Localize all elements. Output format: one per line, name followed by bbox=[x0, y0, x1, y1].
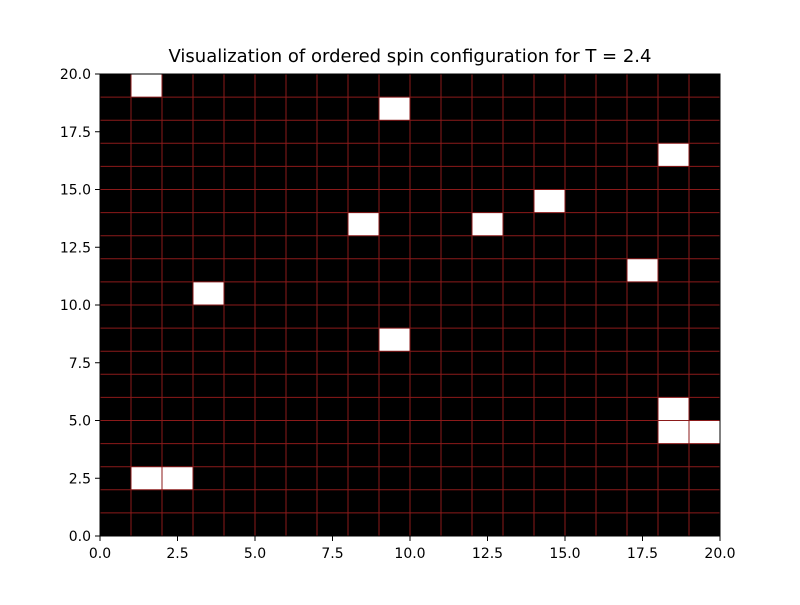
y-axis: 0.0 2.5 5.0 7.5 10.0 12.5 15.0 17.5 20.0 bbox=[60, 67, 100, 545]
y-tick-label: 17.5 bbox=[60, 125, 91, 141]
spin-up-cell bbox=[348, 212, 379, 236]
spin-up-cell bbox=[379, 97, 410, 121]
x-tick-label: 0.0 bbox=[89, 546, 111, 562]
y-tick-label: 2.5 bbox=[69, 471, 91, 487]
spin-up-cell bbox=[658, 143, 689, 167]
x-tick-label: 2.5 bbox=[166, 546, 188, 562]
spin-up-cell bbox=[162, 466, 193, 490]
spin-up-cell bbox=[658, 420, 689, 444]
x-tick-label: 15.0 bbox=[549, 546, 580, 562]
spin-up-cell bbox=[689, 420, 720, 444]
y-tick-label: 20.0 bbox=[60, 67, 91, 83]
y-tick-label: 5.0 bbox=[69, 414, 91, 430]
y-tick-label: 15.0 bbox=[60, 183, 91, 199]
x-tick-label: 5.0 bbox=[244, 546, 266, 562]
spin-up-cell bbox=[627, 258, 658, 282]
x-tick-label: 17.5 bbox=[627, 546, 658, 562]
spin-up-cell bbox=[193, 281, 224, 305]
spin-up-cell bbox=[131, 74, 162, 98]
grid-lines bbox=[100, 74, 720, 536]
y-tick-label: 7.5 bbox=[69, 356, 91, 372]
spin-up-cell bbox=[472, 212, 503, 236]
y-tick-label: 12.5 bbox=[60, 240, 91, 256]
spin-up-cell bbox=[658, 397, 689, 421]
spin-up-cell bbox=[379, 328, 410, 352]
spin-up-cells bbox=[131, 74, 720, 490]
x-tick-label: 20.0 bbox=[704, 546, 735, 562]
chart-title: Visualization of ordered spin configurat… bbox=[169, 46, 652, 67]
spin-up-cell bbox=[131, 466, 162, 490]
x-tick-label: 12.5 bbox=[472, 546, 503, 562]
y-tick-label: 0.0 bbox=[69, 529, 91, 545]
spin-up-cell bbox=[534, 189, 565, 213]
x-tick-label: 10.0 bbox=[394, 546, 425, 562]
x-tick-label: 7.5 bbox=[321, 546, 343, 562]
x-axis: 0.0 2.5 5.0 7.5 10.0 12.5 15.0 17.5 20.0 bbox=[89, 536, 736, 562]
y-tick-label: 10.0 bbox=[60, 298, 91, 314]
